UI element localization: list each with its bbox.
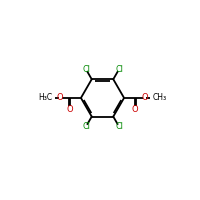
Text: Cl: Cl [115,65,123,74]
Text: Cl: Cl [82,122,90,131]
Text: O: O [132,105,138,114]
Text: O: O [67,105,73,114]
Text: Cl: Cl [82,65,90,74]
Text: Cl: Cl [115,122,123,131]
Text: O: O [141,93,148,102]
Text: H₃C: H₃C [38,93,52,102]
Text: O: O [57,93,64,102]
Text: CH₃: CH₃ [153,93,167,102]
